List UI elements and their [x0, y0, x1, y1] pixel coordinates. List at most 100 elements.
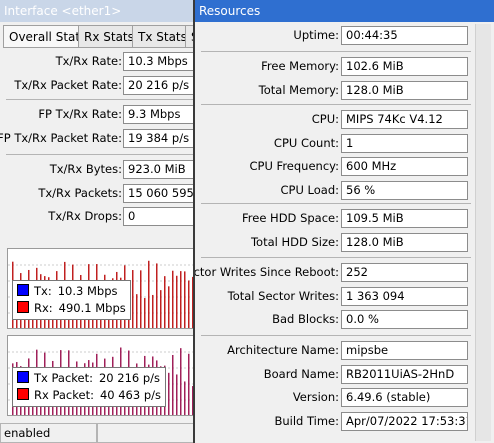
field-value: mipsbe	[341, 341, 468, 360]
field-label: Total HDD Size:	[250, 234, 339, 249]
field-label: Sector Writes Since Reboot:	[193, 265, 339, 279]
separator	[6, 99, 195, 100]
field-value: 15 060 595	[123, 183, 195, 203]
field-label: Tx/Rx Packet Rate:	[14, 77, 122, 92]
field-label: Board Name:	[263, 366, 339, 381]
graph-trace	[152, 294, 154, 328]
scrollbar[interactable]	[475, 24, 491, 441]
field-value: 9.3 Mbps	[123, 105, 195, 124]
legend-entry: Rx: 490.1 Mbps	[17, 300, 126, 317]
legend-swatch	[17, 284, 29, 296]
status-cell	[97, 423, 195, 443]
legend-label: Tx:	[34, 284, 52, 298]
graph-trace	[172, 354, 174, 415]
tab[interactable]: Rx Stats	[78, 25, 140, 48]
field-value: 20 216 p/s	[123, 75, 195, 95]
separator	[201, 335, 471, 336]
separator	[6, 154, 195, 155]
graph-trace	[156, 263, 158, 328]
tab[interactable]: Overall Stats	[3, 25, 93, 48]
field-label: Bad Blocks:	[272, 312, 339, 326]
graph-trace	[148, 260, 150, 328]
field-value: 19 384 p/s	[123, 128, 195, 148]
graph-trace	[132, 270, 134, 328]
legend-value: 20 216 p/s	[98, 371, 161, 385]
field-label: CPU Frequency:	[249, 159, 339, 173]
field-value: RB2011UiAS-2HnD	[341, 364, 468, 384]
field-label: Free HDD Space:	[242, 211, 339, 225]
legend-entry: Tx: 10.3 Mbps	[17, 283, 126, 300]
interface-window: Interface <ether1> Overall Stats Rx Stats…	[0, 0, 195, 443]
field-label: FP Tx/Rx Rate:	[38, 107, 122, 121]
graph-legend: Tx Packet: 20 216 p/s Rx Packet: 40 463 p/s	[12, 367, 167, 407]
field-value: 0	[123, 207, 195, 226]
graph-trace	[180, 271, 182, 328]
legend-value: 490.1 Mbps	[58, 301, 126, 315]
graph-trace	[172, 270, 174, 328]
resources-window: Resources Uptime: 00:44:35 Free Memory: 102…	[193, 0, 494, 443]
field-label: CPU Count:	[273, 135, 339, 150]
field-value: 128.0 MiB	[341, 80, 468, 100]
status-bar: enabled	[0, 423, 97, 443]
field-label: CPU Load:	[280, 182, 340, 197]
graph-trace	[168, 286, 170, 328]
field-label: Architecture Name:	[227, 343, 339, 357]
separator	[201, 203, 471, 204]
graph-trace	[164, 276, 166, 328]
graph-trace	[176, 374, 178, 415]
field-label: Version:	[292, 390, 339, 404]
field-value: 1 363 094	[341, 286, 468, 306]
field-value: 128.0 MiB	[341, 232, 468, 252]
separator	[201, 51, 471, 52]
field-value: 252	[341, 263, 468, 282]
graph-trace	[188, 280, 190, 328]
field-value: 56 %	[341, 180, 468, 200]
legend-label: Rx:	[34, 301, 53, 315]
graph-trace	[140, 270, 142, 328]
field-value: Apr/07/2022 17:53:31	[341, 411, 468, 431]
field-label: Tx/Rx Drops:	[48, 209, 122, 223]
field-value: 6.49.6 (stable)	[341, 388, 468, 407]
separator	[201, 257, 471, 258]
graph-trace	[160, 290, 162, 328]
field-label: Free Memory:	[261, 59, 339, 73]
window-title: Resources	[195, 0, 494, 22]
graph-trace	[184, 381, 186, 415]
graph-trace	[176, 275, 178, 328]
graph-trace	[144, 298, 146, 328]
field-value: 109.5 MiB	[341, 209, 468, 228]
traffic-graph: Tx: 10.3 Mbps Rx: 490.1 Mbps	[7, 248, 195, 329]
graph-trace	[184, 271, 186, 328]
legend-swatch	[17, 388, 29, 400]
graph-trace	[168, 372, 170, 415]
field-label: Total Memory:	[258, 82, 339, 97]
window-title: Interface <ether1>	[0, 0, 195, 22]
field-label: Total Sector Writes:	[227, 288, 339, 303]
field-value: MIPS 74Kc V4.12	[341, 110, 468, 129]
field-value: 102.6 MiB	[341, 57, 468, 76]
graph-trace	[192, 386, 194, 415]
graph-legend: Tx: 10.3 Mbps Rx: 490.1 Mbps	[12, 280, 131, 320]
field-value: 600 MHz	[341, 157, 468, 176]
field-label: Uptime:	[293, 28, 339, 42]
legend-label: Rx Packet:	[34, 388, 94, 402]
field-value: 1	[341, 133, 468, 153]
field-label: Build Time:	[274, 413, 339, 428]
traffic-graph: Tx Packet: 20 216 p/s Rx Packet: 40 463 p/s	[7, 335, 195, 416]
field-label: Tx/Rx Rate:	[55, 54, 122, 68]
field-label: FP Tx/Rx Packet Rate:	[0, 130, 122, 145]
tab[interactable]: Tx Stats	[132, 25, 193, 48]
legend-swatch	[17, 301, 29, 313]
graph-trace	[188, 353, 190, 415]
graph-trace	[192, 276, 194, 328]
field-value: 923.0 MiB	[123, 160, 195, 179]
legend-value: 10.3 Mbps	[57, 284, 118, 298]
legend-value: 40 463 p/s	[99, 388, 162, 402]
field-value: 0.0 %	[341, 310, 468, 329]
separator	[201, 104, 471, 105]
legend-entry: Tx Packet: 20 216 p/s	[17, 370, 161, 387]
graph-trace	[180, 348, 182, 415]
legend-entry: Rx Packet: 40 463 p/s	[17, 387, 161, 404]
legend-swatch	[17, 371, 29, 383]
